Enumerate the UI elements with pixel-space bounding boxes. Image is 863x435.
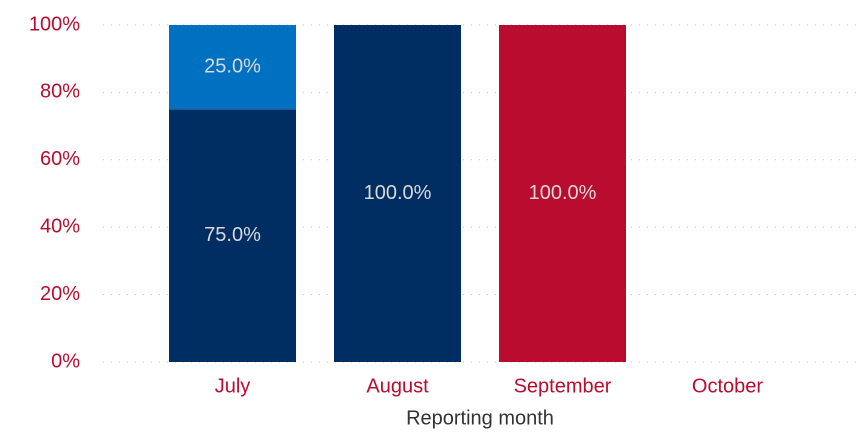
data-label: 75.0% [204, 224, 261, 246]
y-tick-label: 0% [51, 350, 80, 372]
y-tick-label: 80% [40, 81, 80, 103]
x-tick-label: August [366, 375, 429, 397]
data-label: 25.0% [204, 55, 261, 77]
bar-segment [499, 25, 626, 362]
bar-segment [334, 25, 461, 362]
bar-segment [169, 109, 296, 362]
x-axis-title: Reporting month [406, 407, 554, 429]
bar-segment [169, 25, 296, 110]
x-tick-label: October [692, 375, 763, 397]
data-label: 100.0% [529, 182, 597, 204]
x-tick-label: September [514, 375, 612, 397]
y-tick-label: 60% [40, 148, 80, 170]
y-tick-label: 40% [40, 215, 80, 237]
x-tick-label: July [215, 375, 251, 397]
y-tick-label: 100% [29, 13, 80, 35]
y-tick-label: 20% [40, 283, 80, 305]
data-label: 100.0% [364, 182, 432, 204]
